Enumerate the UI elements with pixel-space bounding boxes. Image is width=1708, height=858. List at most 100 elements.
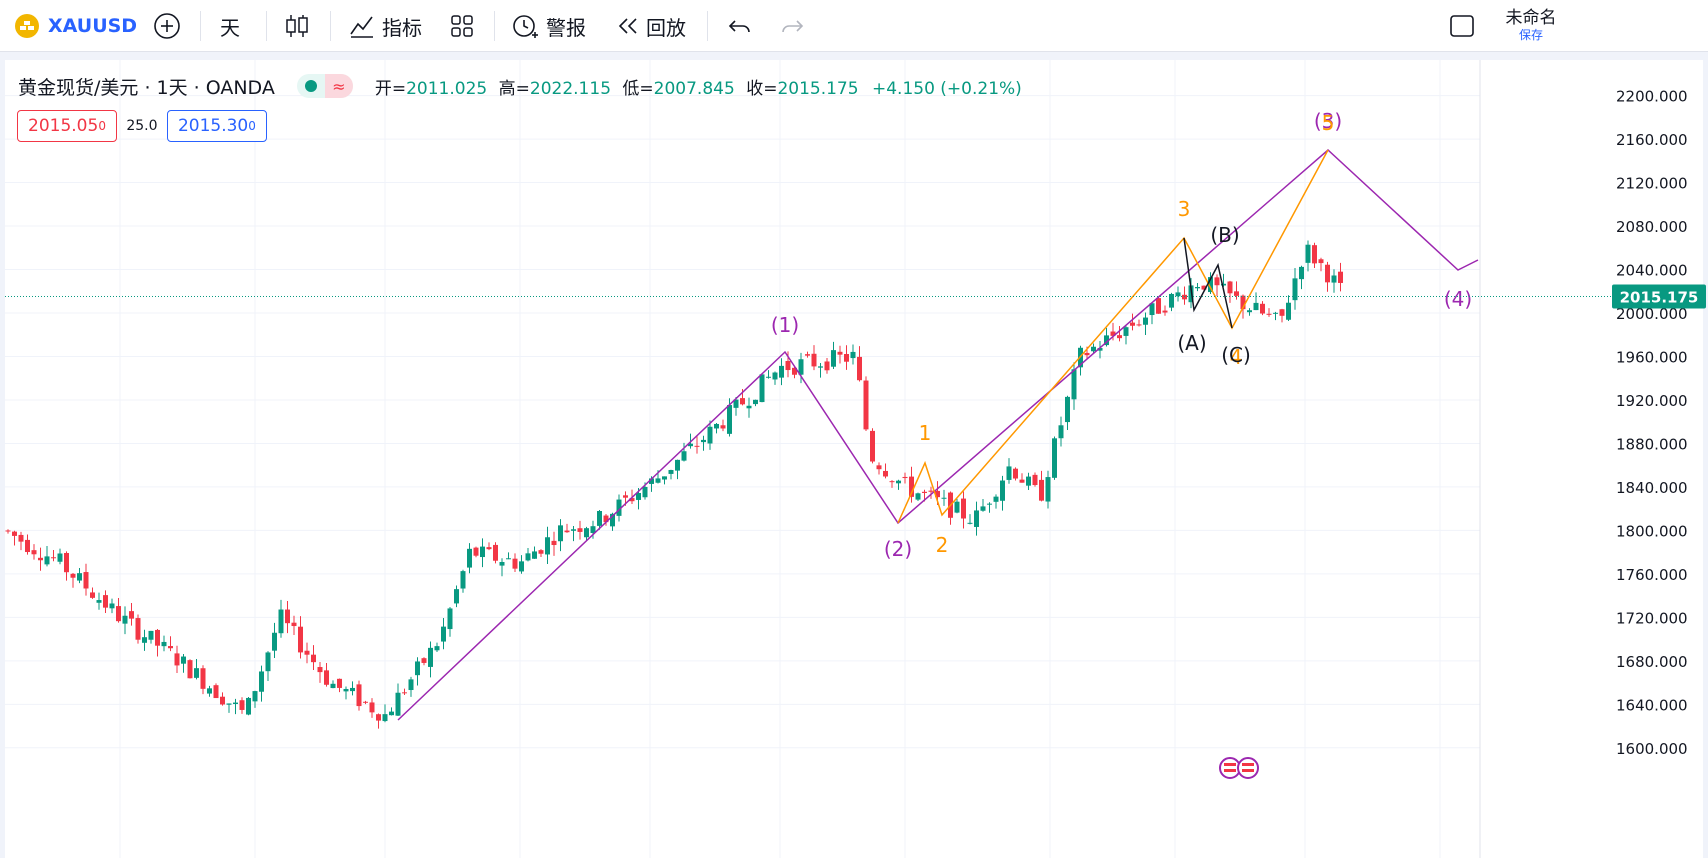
sell-button[interactable]: 2015.05 0 <box>17 110 117 142</box>
current-price-label: 2015.175 <box>1620 289 1699 307</box>
candle-body <box>909 476 914 497</box>
fullscreen-button[interactable] <box>1448 0 1476 52</box>
candle-body <box>545 537 550 555</box>
open-value: 2011.025 <box>406 78 488 99</box>
price-tick-label: 2120.000 <box>1616 175 1688 193</box>
candle-body <box>688 443 693 447</box>
candle-body <box>1097 348 1103 351</box>
symbol-button[interactable]: XAUUSD <box>14 0 137 52</box>
candle-body <box>993 496 999 502</box>
candle-body <box>233 702 238 705</box>
candle-body <box>1162 310 1168 313</box>
candle-body <box>155 629 160 646</box>
candle-body <box>818 366 823 368</box>
candle-body <box>649 478 654 484</box>
price-tick-label: 1800.000 <box>1616 522 1688 540</box>
candle-body <box>1136 324 1142 326</box>
alert-button[interactable]: 警报 <box>510 0 586 52</box>
compare-button[interactable] <box>152 0 182 52</box>
replay-button[interactable]: 回放 <box>614 0 686 52</box>
candle-body <box>220 696 225 705</box>
candle-body <box>623 495 628 498</box>
candle-body <box>181 656 186 664</box>
candle-body <box>694 445 700 447</box>
interval-button[interactable]: 天 <box>220 0 240 52</box>
candle-body <box>369 702 375 713</box>
candle-body <box>90 592 95 598</box>
candle-body <box>662 476 667 480</box>
candle-body <box>1214 277 1220 286</box>
orange-wave-line <box>897 149 1329 524</box>
candle-body <box>194 668 199 678</box>
candle-body <box>200 668 206 689</box>
candle-body <box>343 688 349 692</box>
candle-body <box>798 359 804 375</box>
wave-label-1: (1) <box>771 313 799 337</box>
candle-body <box>1006 466 1012 480</box>
indicators-button[interactable]: 指标 <box>348 0 422 52</box>
candle-body <box>616 499 622 516</box>
candle-body <box>1143 317 1148 325</box>
redo-button[interactable] <box>778 0 806 52</box>
candle-body <box>922 491 927 493</box>
layout-name-button[interactable]: 未命名 保存 <box>1500 8 1562 42</box>
chart-type-button[interactable] <box>283 0 311 52</box>
candle-body <box>460 571 466 589</box>
wave-label-minor-5: 5 <box>1322 111 1335 135</box>
candle-body <box>272 632 277 651</box>
market-status[interactable]: ≈ <box>296 74 353 98</box>
candle-body <box>428 647 433 667</box>
price-tick-label: 1960.000 <box>1616 348 1688 366</box>
wave-label-minor-4: 4 <box>1230 345 1243 369</box>
candle-body <box>519 561 524 572</box>
candle-body <box>1325 264 1330 283</box>
candle-body <box>1149 303 1155 316</box>
candle-body <box>850 351 856 359</box>
candle-body <box>389 711 394 716</box>
candle-body <box>753 399 758 405</box>
candle-body <box>980 506 986 511</box>
candle-body <box>1260 303 1265 314</box>
buy-button[interactable]: 2015.30 0 <box>166 110 267 142</box>
candle-body <box>480 546 485 558</box>
wave-label-2: (2) <box>884 537 912 561</box>
price-tick-label: 1640.000 <box>1616 696 1688 714</box>
candle-body <box>1052 438 1057 478</box>
candle-body <box>844 353 849 362</box>
high-value: 2022.115 <box>529 78 612 99</box>
candle-body <box>668 470 674 474</box>
chart-area[interactable] <box>5 60 1703 858</box>
candle-body <box>551 540 557 546</box>
candle-body <box>1104 335 1109 346</box>
price-axis[interactable]: 2200.000 2160.000 2120.000 2080.000 2040.000… <box>5 88 1706 758</box>
interval-label: 天 <box>220 15 240 40</box>
candle-body <box>889 481 895 483</box>
price-tick-label: 2000.000 <box>1616 305 1688 323</box>
candle-body <box>226 703 232 705</box>
undo-button[interactable] <box>726 0 754 52</box>
candle-body <box>681 451 687 461</box>
candle-body <box>376 714 381 721</box>
candle-body <box>1032 474 1038 486</box>
candle-body <box>142 637 147 643</box>
candles <box>5 240 1343 729</box>
candle-body <box>317 667 323 673</box>
layouts-button[interactable] <box>448 0 476 52</box>
price-tick-label: 1680.000 <box>1616 653 1688 671</box>
candle-body <box>311 654 316 663</box>
candle-body <box>805 354 810 356</box>
candle-body <box>1169 293 1174 308</box>
plus-circle-icon <box>154 13 180 39</box>
candle-body <box>415 661 420 676</box>
price-tick-label: 1920.000 <box>1616 392 1688 410</box>
candle-body <box>161 641 167 647</box>
replay-label: 回放 <box>646 15 686 40</box>
close-value: 2015.175 <box>777 78 859 99</box>
us-flag-icon <box>1224 769 1236 772</box>
candle-body <box>1084 352 1090 356</box>
candle-body <box>174 653 180 666</box>
candle-body <box>1266 313 1272 315</box>
candle-body <box>1312 245 1317 264</box>
candle-body <box>1305 244 1311 263</box>
